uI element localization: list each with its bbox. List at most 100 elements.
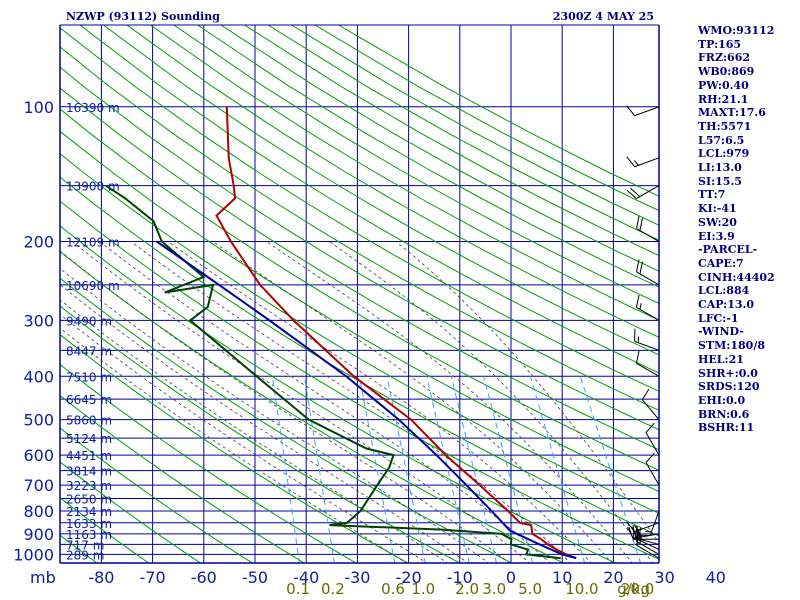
temperature-tick-label: -50 <box>242 568 268 587</box>
wind-barb-feather <box>636 350 640 364</box>
dry-adiabat <box>60 27 659 392</box>
series-dewpoint-line <box>105 184 561 560</box>
wind-barb-feather <box>626 521 635 533</box>
wind-barb-shaft <box>636 228 660 242</box>
index-item: SI:15.5 <box>698 174 742 188</box>
temperature-tick-labels: -80 -70 -60 -50 -40 -30 -20 -10 0 10 20 30 40 <box>88 568 726 587</box>
plot-frame <box>59 24 660 564</box>
wind-barb-shaft <box>645 462 660 486</box>
wind-barb <box>645 422 660 456</box>
pressure-tick-label: 1000 <box>13 545 54 564</box>
dry-adiabat <box>126 25 659 338</box>
index-item: BSHR:11 <box>698 421 755 435</box>
height-label: 13900 m <box>66 180 120 194</box>
mixing-ratio-line <box>529 376 586 563</box>
wind-barb-shaft <box>634 522 660 533</box>
moist-adiabat <box>328 241 654 563</box>
mixing-ratio-labels: 0.1 0.2 0.6 1.0 2.0 3.0 5.0 10.0 20.0 <box>286 580 654 598</box>
height-label: 717 m <box>66 538 104 552</box>
temperature-tick-label: -10 <box>447 568 473 587</box>
moist-adiabat <box>60 327 408 563</box>
index-item: CINH:44402 <box>698 270 775 284</box>
height-label: 1163 m <box>66 528 112 542</box>
wind-barb-feather <box>626 156 635 168</box>
pressure-tick-label: 800 <box>23 502 54 521</box>
wind-barb <box>626 105 660 117</box>
pressure-tick-label: 700 <box>23 476 54 495</box>
wind-barb-feather <box>630 187 641 197</box>
valid-time: 2300Z 4 MAY 25 <box>553 10 654 23</box>
height-labels: 16390 m 13900 m 12109 m 10690 m 9490 m 8447 m… <box>66 101 120 563</box>
wind-barb-feather <box>636 294 640 308</box>
wind-barb-shaft <box>636 271 660 286</box>
mixing-ratio-line <box>386 376 426 563</box>
wind-barb-shaft <box>636 185 660 200</box>
wind-barb-shaft <box>636 306 660 321</box>
dry-adiabat <box>103 25 659 356</box>
mixing-ratio-label: 20.0 <box>621 580 654 598</box>
isobar-grid <box>60 106 659 555</box>
index-item: WMO:93112 <box>698 24 775 37</box>
dry-adiabat <box>60 176 659 537</box>
dry-adiabat <box>60 46 659 411</box>
dry-adiabat <box>173 25 659 305</box>
height-label: 1633 m <box>66 517 112 531</box>
index-item: LI:13.0 <box>698 161 742 175</box>
height-label: 16390 m <box>66 101 120 115</box>
mixing-ratio-label: 0.6 <box>381 580 405 598</box>
pressure-tick-label: 400 <box>23 367 54 386</box>
wind-barb-feather <box>639 261 643 275</box>
dry-adiabat <box>60 497 149 563</box>
height-label: 7510 m <box>66 370 112 384</box>
height-label: 2134 m <box>66 505 112 519</box>
dry-adiabat <box>60 305 461 563</box>
dry-adiabats <box>60 25 659 563</box>
wind-barb-shaft <box>636 540 660 555</box>
wind-barb-half-feather <box>639 303 642 310</box>
wind-barb <box>645 452 660 486</box>
pressure-unit-label: mb <box>30 568 56 587</box>
pressure-tick-label: 100 <box>23 98 54 117</box>
index-item: LFC:-1 <box>698 311 739 325</box>
dry-adiabat <box>60 66 659 431</box>
index-item: FRZ:662 <box>698 51 751 65</box>
wind-barb-feather <box>626 527 634 539</box>
index-item: LCL:884 <box>698 284 750 298</box>
dry-adiabat <box>220 25 659 272</box>
moist-adiabat <box>167 241 592 563</box>
height-label: 289 m <box>66 548 104 562</box>
wind-barb <box>626 521 660 533</box>
dry-adiabat <box>150 25 659 321</box>
dry-adiabat <box>60 225 616 563</box>
wind-barb-feather <box>626 105 635 117</box>
index-item: MAXT:17.6 <box>698 106 766 120</box>
wind-barb-half-feather <box>637 531 642 538</box>
wind-barb <box>636 216 660 242</box>
wind-barb-shaft <box>634 340 660 351</box>
index-item: RH:21.1 <box>698 92 749 106</box>
wind-barb-feather <box>626 189 637 199</box>
temperature-tick-label: -60 <box>191 568 217 587</box>
height-label: 2650 m <box>66 493 112 507</box>
moist-adiabat <box>212 241 613 563</box>
wind-barb-feather <box>639 217 643 231</box>
wind-barb <box>636 294 660 321</box>
index-item: PW:0.40 <box>698 78 749 92</box>
height-label: 4451 m <box>66 449 112 463</box>
mixing-ratio-lines <box>271 376 642 563</box>
wind-barb <box>626 185 660 200</box>
mixing-ratio-label: 0.1 <box>286 580 310 598</box>
wind-barb-feather <box>645 452 655 463</box>
wind-barb-shaft <box>636 544 660 559</box>
pressure-tick-label: 600 <box>23 446 54 465</box>
moist-adiabat <box>60 284 469 563</box>
height-label: 3223 m <box>66 479 112 493</box>
series-parcel-line <box>156 240 577 560</box>
index-item: -PARCEL- <box>698 243 758 257</box>
index-item: EI:3.9 <box>698 229 735 243</box>
mixing-ratio-label: 2.0 <box>455 580 479 598</box>
wind-barb-shaft <box>634 106 660 117</box>
dry-adiabat <box>60 394 305 563</box>
height-label: 12109 m <box>66 236 120 250</box>
index-item: -WIND- <box>698 325 744 339</box>
